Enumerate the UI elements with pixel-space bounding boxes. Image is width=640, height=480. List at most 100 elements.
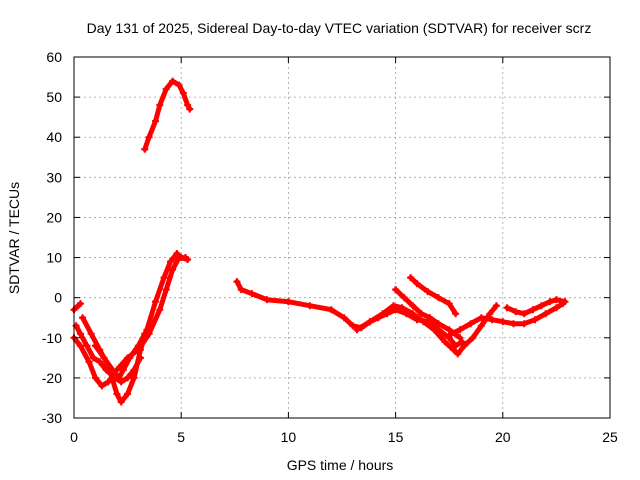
data-point (552, 304, 560, 312)
y-tick-label: 30 (46, 169, 62, 185)
y-tick-label: -20 (42, 370, 62, 386)
data-point (441, 338, 449, 346)
data-point (349, 322, 357, 330)
axis-ticks (73, 56, 611, 419)
data-point (117, 378, 125, 386)
data-point (379, 310, 387, 318)
data-point (184, 256, 192, 264)
data-point (546, 298, 554, 306)
data-point (398, 304, 406, 312)
data-point (119, 366, 127, 374)
data-point (89, 354, 97, 362)
data-point (284, 298, 292, 306)
data-point (460, 342, 468, 350)
y-tick-label: 0 (54, 290, 62, 306)
data-point (115, 374, 123, 382)
x-tick-label: 5 (177, 429, 185, 445)
data-point (169, 77, 177, 85)
series-line (408, 275, 459, 317)
chart-title: Day 131 of 2025, Sidereal Day-to-day VTE… (87, 20, 592, 36)
y-tick-label: -30 (42, 410, 62, 426)
data-point (445, 300, 453, 308)
data-point (510, 320, 518, 328)
data-point (434, 320, 442, 328)
data-point (162, 85, 170, 93)
data-point (100, 354, 108, 362)
data-point (340, 314, 348, 322)
data-point (263, 296, 271, 304)
data-point (113, 390, 121, 398)
data-point (79, 314, 87, 322)
data-point (306, 302, 314, 310)
data-point (499, 318, 507, 326)
data-point (417, 310, 425, 318)
data-point (454, 350, 462, 358)
data-point (452, 310, 460, 318)
data-point (366, 318, 374, 326)
data-point (186, 105, 194, 113)
data-point (184, 101, 192, 109)
data-point (76, 342, 84, 350)
data-point (537, 302, 545, 310)
tick-labels: 0 5 10 15 20 25 -30 -20 -10 0 10 20 30 40 50 60 (42, 49, 618, 445)
series-arc-2 (72, 322, 144, 386)
data-point (430, 326, 438, 334)
data-point (469, 334, 477, 342)
data-point (169, 266, 177, 274)
data-point (456, 326, 464, 334)
data-point (91, 342, 99, 350)
data-point (409, 302, 417, 310)
data-point (83, 342, 91, 350)
data-point (96, 358, 104, 366)
data-point (76, 330, 84, 338)
series-arc-5 (91, 318, 155, 382)
series-arc-11 (447, 300, 567, 338)
data-point (552, 296, 560, 304)
series-arc-10 (392, 286, 464, 342)
series-arc-8 (353, 302, 500, 358)
x-tick-label: 15 (388, 429, 404, 445)
x-tick-label: 10 (281, 429, 297, 445)
data-point (353, 326, 361, 334)
data-point (407, 274, 415, 282)
data-point (162, 286, 170, 294)
series-line (354, 303, 499, 357)
data-point (134, 342, 142, 350)
data-point (445, 326, 453, 334)
data-point (520, 310, 528, 318)
data-point (456, 334, 464, 342)
data-point (126, 354, 134, 362)
series-arc-9 (407, 274, 460, 318)
series-line (142, 78, 193, 152)
plot-frame (73, 56, 611, 419)
data-point (156, 306, 164, 314)
data-point (477, 322, 485, 330)
data-point (91, 374, 99, 382)
data-point (130, 374, 138, 382)
data-point (85, 358, 93, 366)
grid (74, 57, 610, 418)
data-point (151, 298, 159, 306)
data-point (503, 304, 511, 312)
data-point (87, 330, 95, 338)
data-series-layer (70, 77, 569, 406)
y-tick-label: -10 (42, 330, 62, 346)
data-point (486, 310, 494, 318)
data-point (237, 286, 245, 294)
data-point (434, 294, 442, 302)
data-point (467, 320, 475, 328)
y-tick-label: 10 (46, 250, 62, 266)
y-axis-label: SDTVAR / TECUs (6, 182, 22, 294)
data-point (124, 390, 132, 398)
data-point (233, 278, 241, 286)
data-point (520, 320, 528, 328)
data-point (177, 254, 185, 262)
y-tick-label: 40 (46, 129, 62, 145)
data-point (445, 334, 453, 342)
y-tick-label: 60 (46, 49, 62, 65)
data-point (175, 81, 183, 89)
data-point (166, 258, 174, 266)
data-point (109, 366, 117, 374)
data-point (400, 294, 408, 302)
